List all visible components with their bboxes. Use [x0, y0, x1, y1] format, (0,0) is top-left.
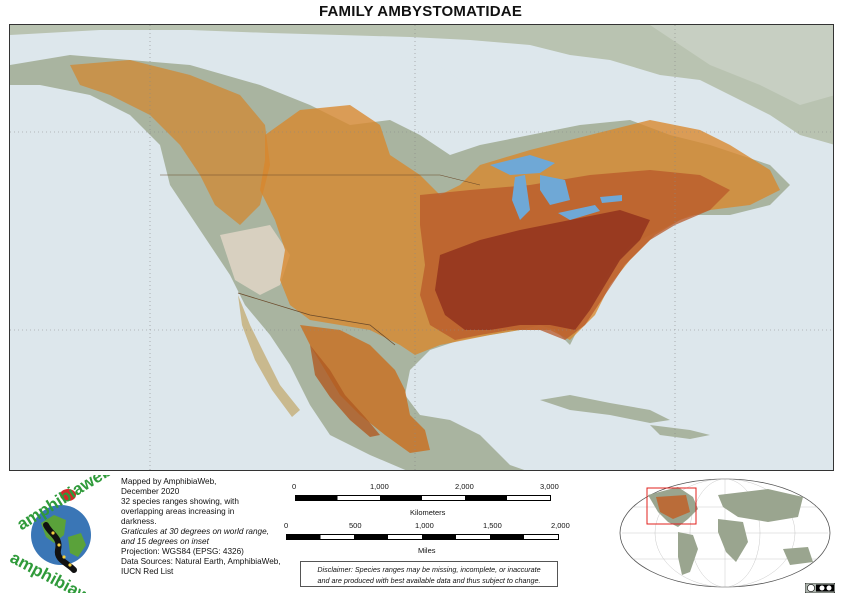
lake-superior [490, 155, 555, 175]
salamander-icon [43, 522, 77, 573]
graticule [10, 25, 833, 470]
range-pacific-northwest [70, 60, 270, 225]
mapped-by: Mapped by AmphibiaWeb, [121, 477, 217, 486]
inset-africa [718, 519, 748, 562]
mi-unit: Miles [418, 546, 436, 555]
sources-line-1: Data Sources: Natural Earth, AmphibiaWeb… [121, 557, 281, 566]
km-tick-1000: 1,000 [370, 482, 389, 491]
range-mexico [300, 325, 430, 453]
graticules-line-1: Graticules at 30 degrees on world range, [121, 527, 269, 536]
map-title: FAMILY AMBYSTOMATIDAE [318, 3, 523, 20]
mi-tick-0: 0 [284, 521, 289, 530]
inset-range [656, 495, 690, 519]
great-basin [220, 225, 290, 295]
inset-world-map [618, 477, 833, 589]
inset-australia [783, 547, 813, 565]
km-tick-0: 0 [292, 482, 297, 491]
border-us-mexico [237, 292, 396, 346]
lake-huron [540, 175, 570, 205]
inset-south-america [678, 532, 698, 575]
baja-california [238, 295, 300, 417]
border-us-canada [160, 174, 481, 186]
cc-by-icon [804, 580, 836, 594]
range-mexico-core [310, 345, 380, 437]
cuba [540, 395, 670, 423]
projection: Projection: WGS84 (EPSG: 4326) [121, 547, 244, 556]
greenland [650, 25, 833, 105]
map-info: Mapped by AmphibiaWeb, December 2020 32 … [121, 477, 291, 577]
km-bar [295, 495, 551, 501]
range-map-svg [10, 25, 833, 470]
km-tick-2000: 2,000 [455, 482, 474, 491]
hudson-bay [365, 55, 460, 120]
lake-ontario [600, 195, 622, 203]
frog-icon [60, 489, 76, 501]
km-unit: Kilometers [410, 508, 446, 517]
mi-tick-1000: 1,000 [415, 521, 434, 530]
mi-bar [286, 534, 559, 540]
graticules-line-2: and 15 degrees on inset [121, 537, 209, 546]
lake-erie [558, 205, 600, 220]
range-southeast-dense [435, 210, 650, 330]
mi-tick-1500: 1,500 [483, 521, 502, 530]
mi-tick-500: 500 [349, 521, 362, 530]
mi-tick-2000: 2,000 [551, 521, 570, 530]
disclaimer-box: Disclaimer: Species ranges may be missin… [300, 561, 558, 587]
species-line-3: darkness. [121, 517, 157, 526]
disclaimer-line-1: Disclaimer: Species ranges may be missin… [317, 565, 541, 574]
km-tick-3000: 3,000 [540, 482, 559, 491]
species-line-1: 32 species ranges showing, with [121, 497, 239, 506]
lake-michigan [512, 175, 530, 220]
main-map [9, 24, 834, 471]
disclaimer-line-2: and are produced with best available dat… [317, 576, 541, 585]
inset-eurasia [718, 489, 803, 522]
arctic-land [10, 25, 833, 145]
amphibiaweb-logo: amphibiaweb amphibiaweb [6, 461, 116, 598]
hispaniola [650, 425, 710, 439]
species-line-2: overlapping areas increasing in [121, 507, 235, 516]
map-date: December 2020 [121, 487, 180, 496]
sources-line-2: IUCN Red List [121, 567, 174, 576]
inset-extent-box [646, 487, 697, 525]
